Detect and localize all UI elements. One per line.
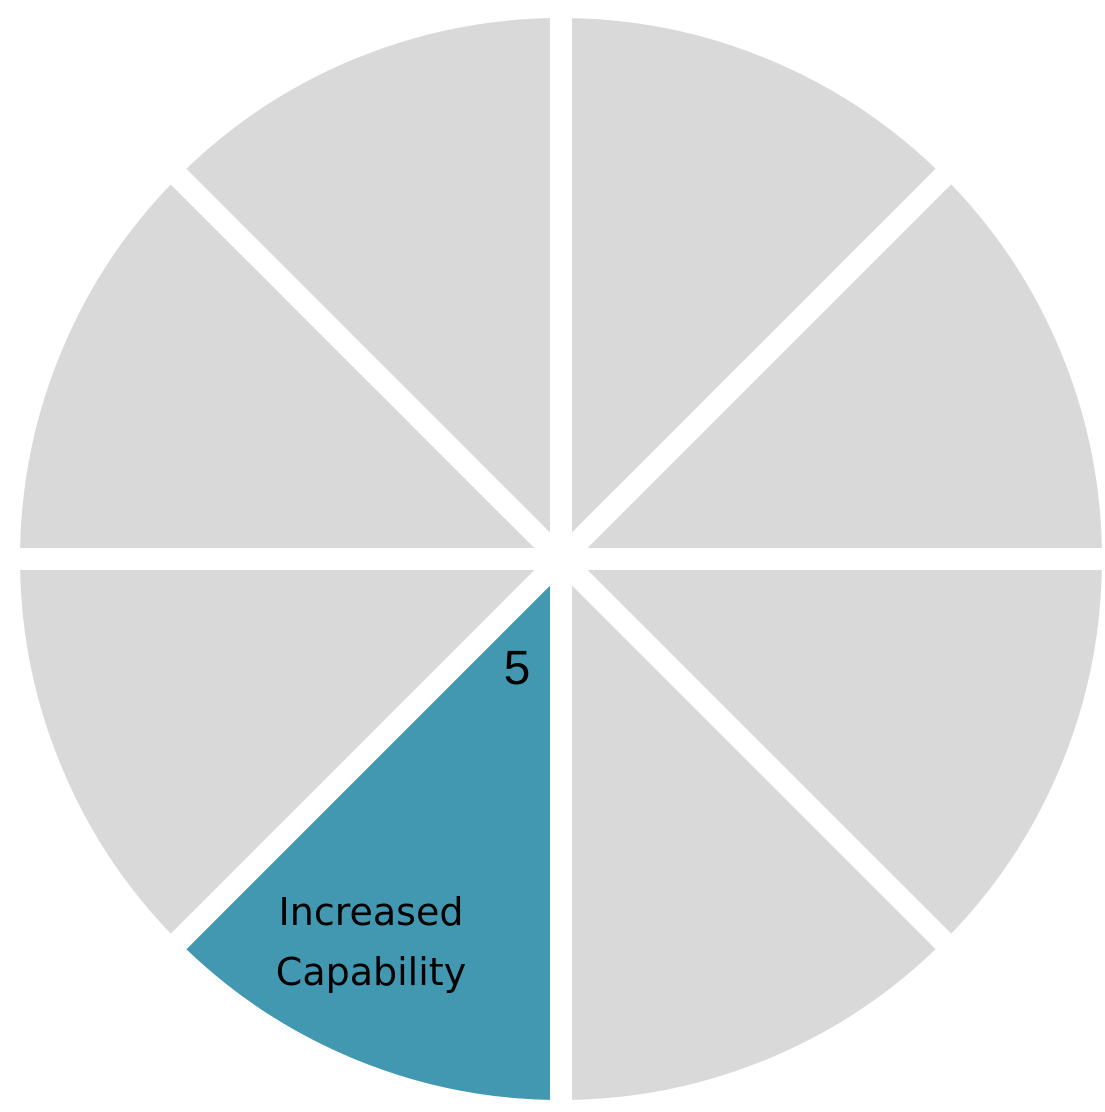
wheel-segment-bottom-right <box>550 532 967 1112</box>
wheel-segment-bottom-left <box>155 532 572 1112</box>
wheel-segment-right-upper <box>534 153 1105 570</box>
wheel-labels: 5 Increased Capability <box>276 642 531 994</box>
wheel-segment-top-left <box>155 0 572 586</box>
segment-5-number: 5 <box>504 642 531 695</box>
wheel-segment-right-lower <box>534 548 1105 965</box>
wheel-segment-top-right <box>550 0 967 586</box>
segment-5-label-line-1: Increased <box>279 890 464 934</box>
wheel-segment-left-lower <box>0 548 588 965</box>
segment-5-label-line-2: Capability <box>276 950 466 994</box>
wheel-segment-left-upper <box>0 153 588 570</box>
